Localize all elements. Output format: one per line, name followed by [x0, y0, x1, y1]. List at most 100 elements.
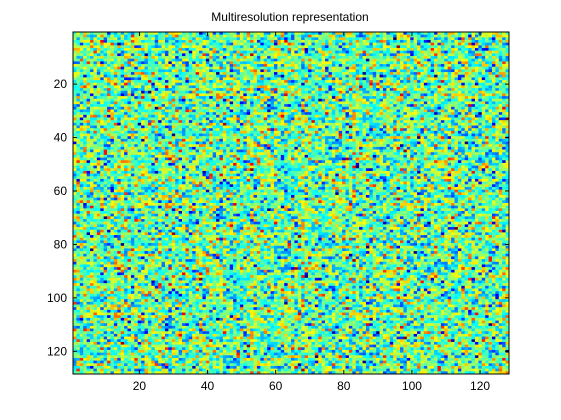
heatmap-cell: [168, 93, 172, 96]
heatmap-cell: [349, 107, 353, 110]
heatmap-cell: [87, 134, 91, 137]
heatmap-cell: [356, 123, 360, 126]
heatmap-cell: [165, 107, 169, 110]
heatmap-cell: [482, 48, 486, 51]
heatmap-cell: [349, 134, 353, 137]
heatmap-cell: [230, 67, 234, 70]
heatmap-cell: [410, 61, 414, 64]
heatmap-cell: [250, 88, 254, 91]
heatmap-cell: [288, 96, 292, 99]
heatmap-cell: [104, 109, 108, 112]
heatmap-cell: [271, 85, 275, 88]
heatmap-cell: [458, 45, 462, 48]
heatmap-cell: [455, 101, 459, 104]
heatmap-cell: [427, 80, 431, 83]
heatmap-cell: [325, 35, 329, 38]
heatmap-cell: [495, 69, 499, 72]
heatmap-cell: [376, 91, 380, 94]
heatmap-cell: [458, 107, 462, 110]
heatmap-cell: [148, 131, 152, 134]
heatmap-cell: [254, 134, 258, 137]
heatmap-cell: [328, 69, 332, 72]
heatmap-cell: [100, 128, 104, 131]
heatmap-cell: [301, 37, 305, 40]
heatmap-cell: [83, 48, 87, 51]
heatmap-cell: [359, 53, 363, 56]
heatmap-cell: [403, 51, 407, 54]
heatmap-cell: [267, 75, 271, 78]
heatmap-cell: [397, 85, 401, 88]
heatmap-cell: [185, 101, 189, 104]
heatmap-cell: [216, 69, 220, 72]
heatmap-cell: [155, 51, 159, 54]
heatmap-cell: [444, 80, 448, 83]
heatmap-cell: [247, 118, 251, 121]
heatmap-cell: [141, 120, 145, 123]
heatmap-cell: [311, 112, 315, 115]
heatmap-cell: [168, 104, 172, 107]
heatmap-cell: [308, 120, 312, 123]
heatmap-cell: [260, 77, 264, 80]
heatmap-cell: [145, 67, 149, 70]
heatmap-cell: [141, 131, 145, 134]
heatmap-cell: [93, 104, 97, 107]
heatmap-cell: [400, 53, 404, 56]
heatmap-cell: [124, 115, 128, 118]
heatmap-cell: [342, 88, 346, 91]
heatmap-cell: [128, 104, 132, 107]
heatmap-cell: [499, 53, 503, 56]
heatmap-cell: [114, 128, 118, 131]
heatmap-cell: [254, 67, 258, 70]
heatmap-cell: [386, 40, 390, 43]
heatmap-cell: [107, 43, 111, 46]
heatmap-cell: [93, 69, 97, 72]
heatmap-cell: [97, 64, 101, 67]
heatmap-cell: [151, 104, 155, 107]
heatmap-cell: [420, 43, 424, 46]
heatmap-cell: [495, 104, 499, 107]
heatmap-cell: [281, 51, 285, 54]
heatmap-cell: [427, 35, 431, 38]
heatmap-cell: [475, 72, 479, 75]
heatmap-cell: [325, 120, 329, 123]
heatmap-cell: [332, 91, 336, 94]
heatmap-cell: [158, 134, 162, 137]
heatmap-cell: [172, 75, 176, 78]
heatmap-cell: [403, 37, 407, 40]
heatmap-cell: [448, 43, 452, 46]
heatmap-cell: [196, 120, 200, 123]
heatmap-cell: [189, 69, 193, 72]
heatmap-cell: [162, 64, 166, 67]
heatmap-cell: [308, 75, 312, 78]
heatmap-cell: [305, 80, 309, 83]
heatmap-cell: [90, 118, 94, 121]
heatmap-cell: [202, 45, 206, 48]
heatmap-cell: [397, 64, 401, 67]
heatmap-cell: [468, 37, 472, 40]
heatmap-cell: [192, 45, 196, 48]
heatmap-cell: [451, 126, 455, 129]
heatmap-cell: [451, 37, 455, 40]
heatmap-cell: [121, 115, 125, 118]
heatmap-cell: [424, 53, 428, 56]
heatmap-cell: [417, 75, 421, 78]
heatmap-cell: [410, 115, 414, 118]
heatmap-cell: [434, 61, 438, 64]
heatmap-cell: [168, 91, 172, 94]
heatmap-cell: [182, 91, 186, 94]
heatmap-cell: [427, 115, 431, 118]
heatmap-cell: [219, 99, 223, 102]
heatmap-cell: [352, 51, 356, 54]
heatmap-cell: [175, 69, 179, 72]
heatmap-cell: [148, 59, 152, 62]
heatmap-cell: [179, 128, 183, 131]
heatmap-cell: [138, 61, 142, 64]
heatmap-cell: [83, 77, 87, 80]
heatmap-cell: [189, 115, 193, 118]
heatmap-cell: [305, 118, 309, 121]
heatmap-cell: [322, 93, 326, 96]
heatmap-cell: [192, 48, 196, 51]
heatmap-cell: [73, 109, 77, 112]
heatmap-cell: [305, 35, 309, 38]
heatmap-cell: [475, 35, 479, 38]
